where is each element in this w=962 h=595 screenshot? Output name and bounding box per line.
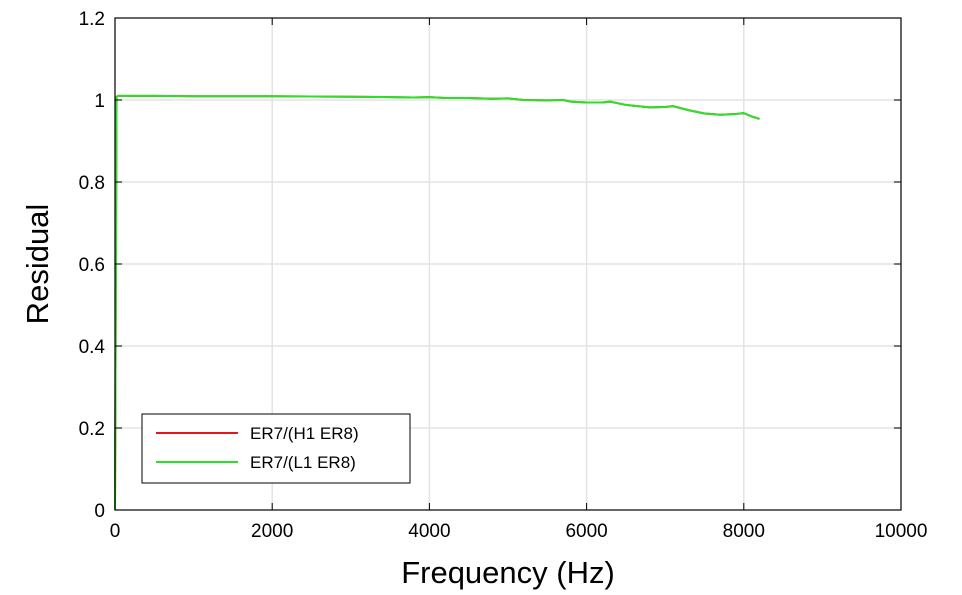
legend: ER7/(H1 ER8) ER7/(L1 ER8) xyxy=(141,413,411,484)
y-axis-title: Residual xyxy=(20,204,55,325)
legend-label-l1: ER7/(L1 ER8) xyxy=(250,453,356,472)
y-tick-label: 0.2 xyxy=(79,419,105,440)
x-tick-label: 4000 xyxy=(408,521,450,542)
grid xyxy=(115,18,901,510)
tick-labels: 0 2000 4000 6000 8000 10000 0 0.2 0.4 0.6 0.8 1 1.2 xyxy=(79,9,928,542)
series-layer xyxy=(114,94,760,511)
x-tick-label: 2000 xyxy=(251,521,293,542)
x-tick-label: 10000 xyxy=(875,521,928,542)
legend-box xyxy=(141,413,411,484)
x-axis-title: Frequency (Hz) xyxy=(401,555,615,590)
y-tick-label: 0.4 xyxy=(79,337,106,358)
ticks xyxy=(114,17,902,511)
x-tick-label: 0 xyxy=(110,521,121,542)
y-tick-label: 0.6 xyxy=(79,255,105,276)
y-tick-label: 0.8 xyxy=(79,173,105,194)
y-tick-label: 1.2 xyxy=(79,9,105,30)
series-line-1 xyxy=(114,94,760,511)
legend-label-h1: ER7/(H1 ER8) xyxy=(250,424,359,443)
x-tick-label: 6000 xyxy=(565,521,607,542)
y-tick-label: 1 xyxy=(94,91,105,112)
x-tick-label: 8000 xyxy=(723,521,765,542)
y-tick-label: 0 xyxy=(94,501,105,522)
